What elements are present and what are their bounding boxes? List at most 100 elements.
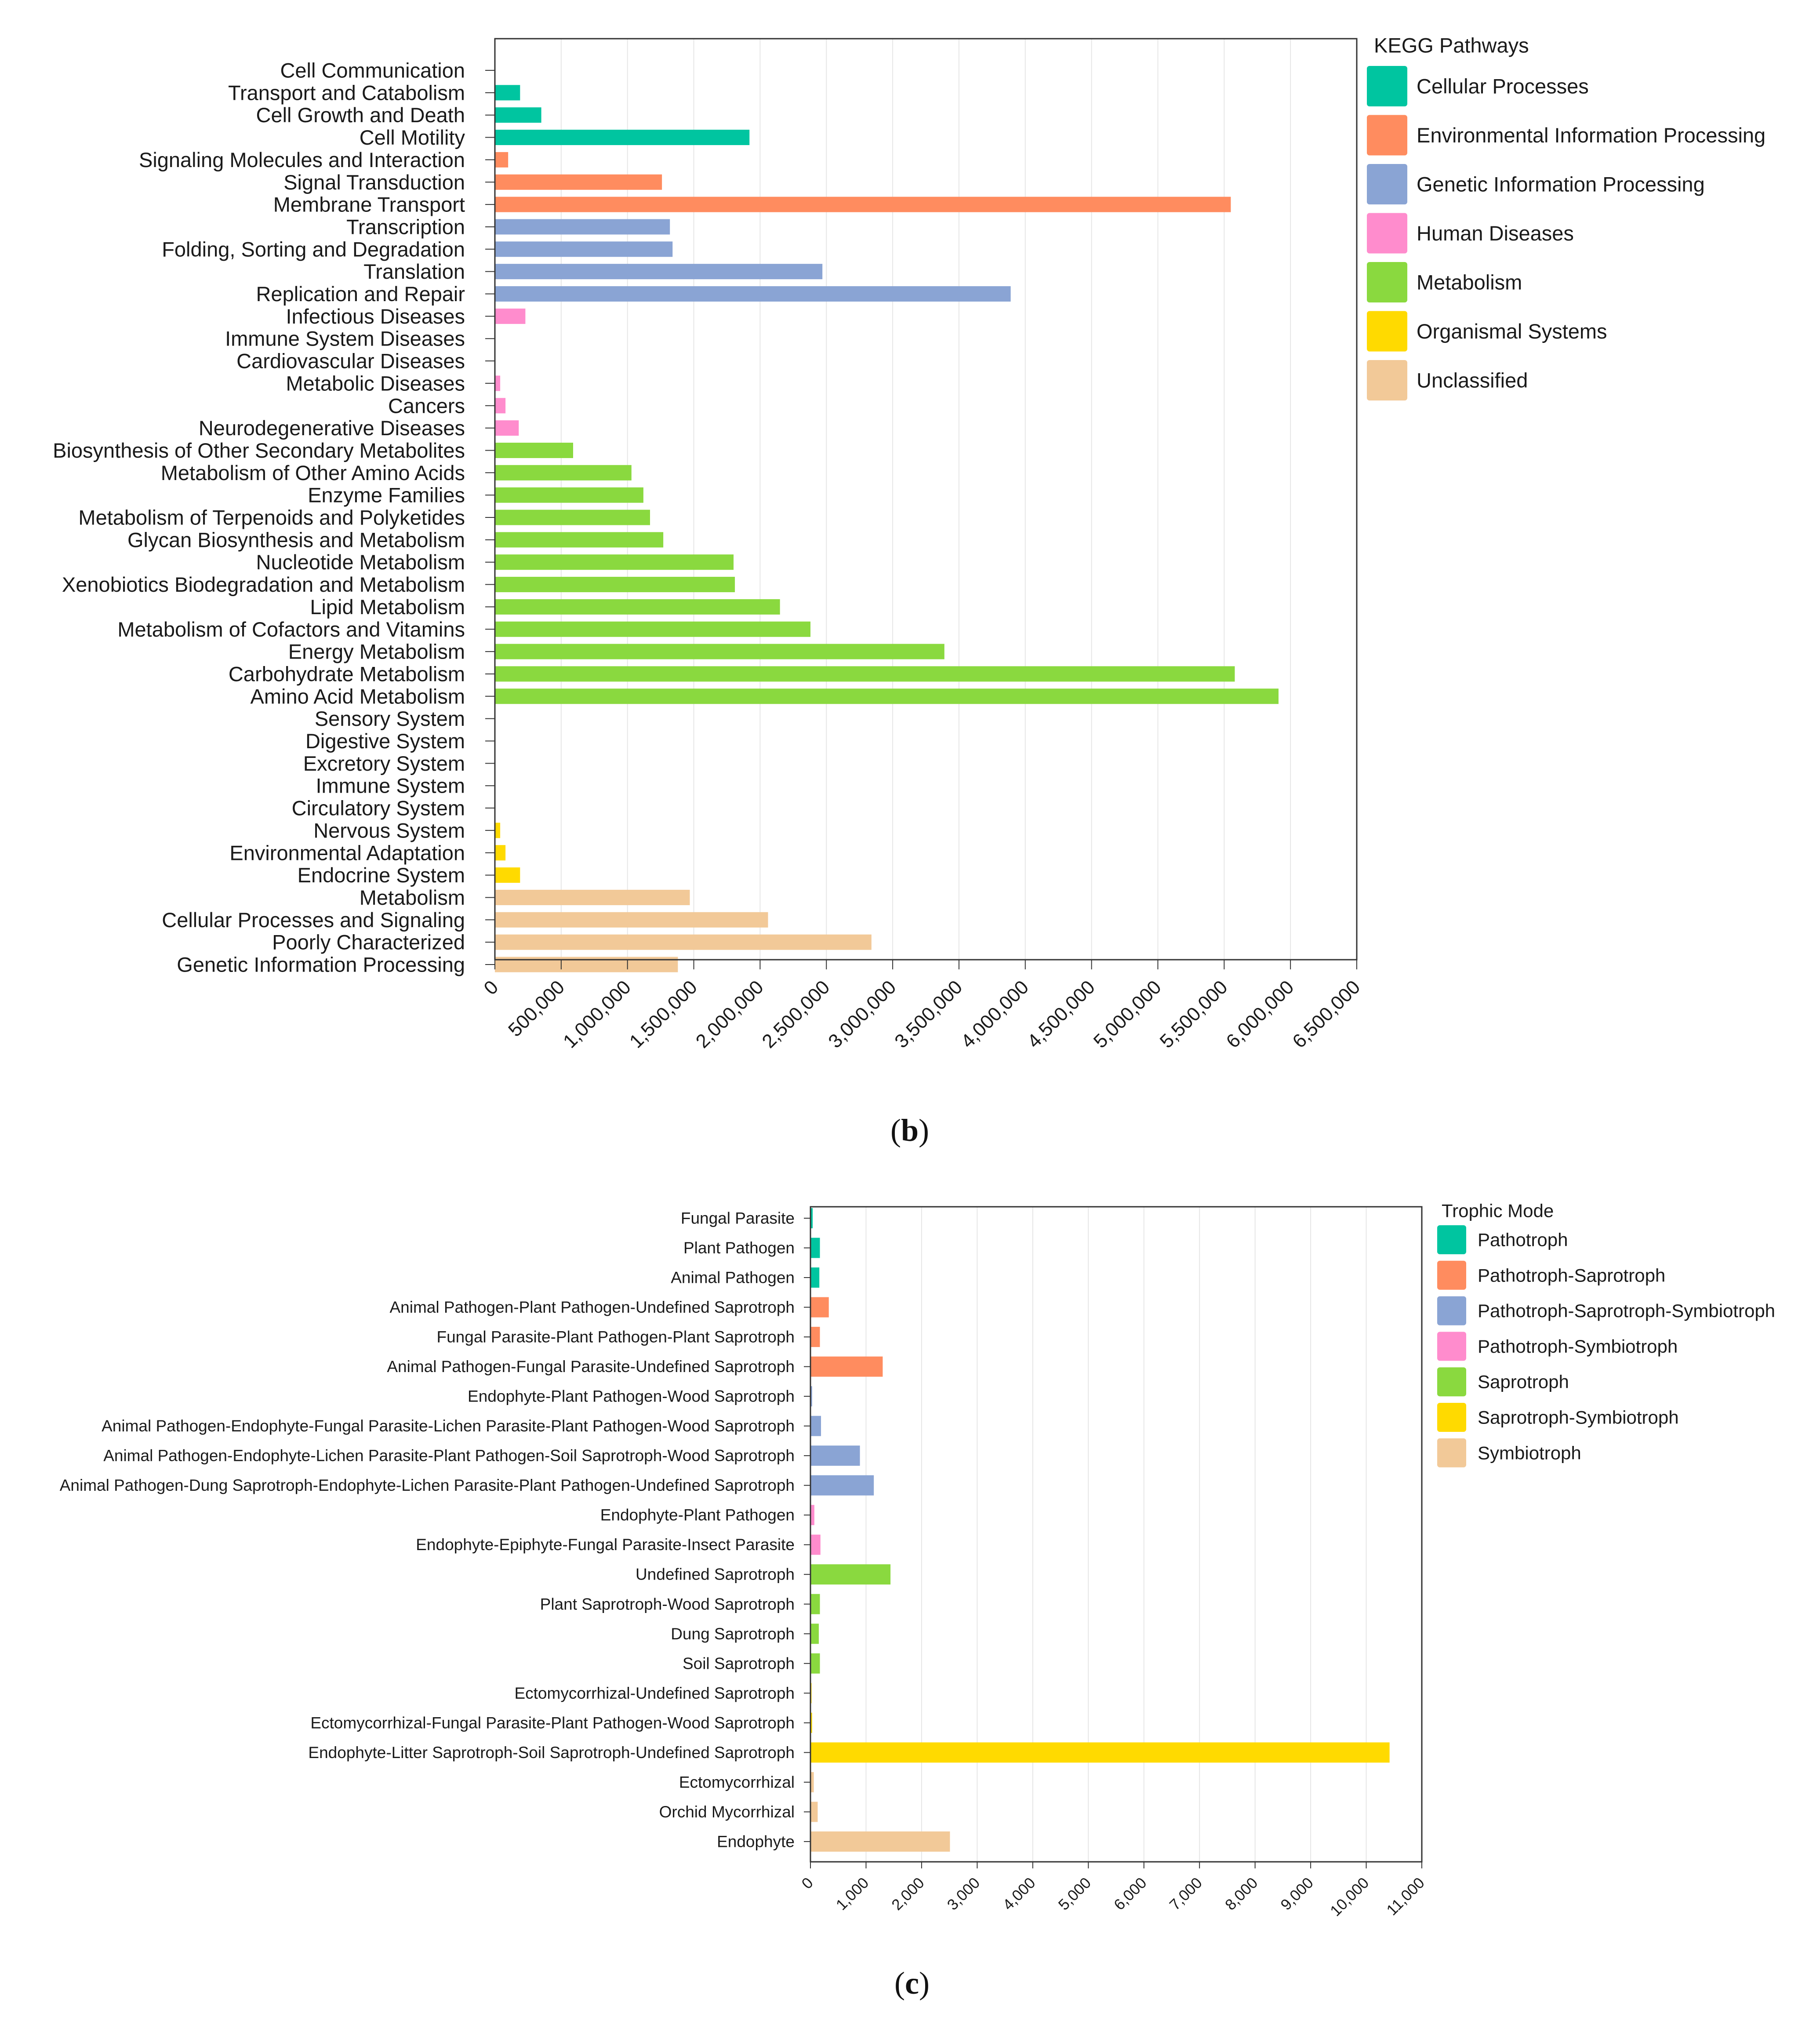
category-label: Amino Acid Metabolism <box>251 684 465 708</box>
legend-swatch <box>1367 262 1407 302</box>
category-label: Animal Pathogen <box>671 1269 795 1287</box>
category-label: Cell Growth and Death <box>256 103 465 127</box>
panel-caption: (c) <box>894 1966 930 2001</box>
legend-swatch <box>1437 1403 1466 1432</box>
bar <box>495 688 1279 704</box>
category-label: Digestive System <box>305 729 465 753</box>
category-label: Lipid Metabolism <box>310 595 465 619</box>
bar <box>810 1772 814 1792</box>
bar <box>495 644 945 659</box>
bar <box>810 1238 820 1258</box>
bar <box>495 599 780 615</box>
bar <box>810 1297 829 1318</box>
caption-letter: b <box>901 1113 919 1148</box>
bar <box>810 1327 820 1347</box>
plot-frame <box>810 1206 1423 1863</box>
category-label: Nucleotide Metabolism <box>256 550 465 574</box>
bar <box>810 1712 812 1733</box>
bar <box>495 554 734 570</box>
bar <box>495 889 690 905</box>
category-label: Translation <box>363 260 465 283</box>
bar <box>495 398 506 414</box>
bar <box>810 1534 821 1555</box>
category-label: Metabolic Diseases <box>286 371 465 395</box>
category-label: Nervous System <box>313 819 465 842</box>
category-label: Ectomycorrhizal-Fungal Parasite-Plant Pa… <box>310 1714 795 1732</box>
legend-label: Pathotroph <box>1478 1230 1568 1250</box>
legend-swatch <box>1437 1438 1466 1467</box>
legend-swatch <box>1367 360 1407 400</box>
category-label: Cardiovascular Diseases <box>236 350 465 373</box>
legend-label: Human Diseases <box>1417 222 1574 245</box>
category-label: Soil Saprotroph <box>683 1654 795 1672</box>
category-label: Endophyte-Litter Saprotroph-Soil Saprotr… <box>308 1744 795 1762</box>
category-label: Transcription <box>346 215 465 238</box>
bar <box>495 867 520 883</box>
category-label: Neurodegenerative Diseases <box>199 416 465 440</box>
bar <box>495 197 1231 212</box>
legend-swatch <box>1437 1367 1466 1397</box>
category-label: Carbohydrate Metabolism <box>229 662 465 685</box>
bar <box>495 912 768 928</box>
category-label: Replication and Repair <box>256 282 465 306</box>
category-label: Orchid Mycorrhizal <box>659 1803 795 1821</box>
category-label: Environmental Adaptation <box>229 841 465 864</box>
legend-label: Pathotroph-Symbiotroph <box>1478 1336 1678 1357</box>
bar <box>495 375 501 391</box>
category-label: Xenobiotics Biodegradation and Metabolis… <box>62 573 465 596</box>
category-label: Cellular Processes and Signaling <box>162 908 465 932</box>
category-label: Enzyme Families <box>308 484 465 507</box>
panel-caption: (b) <box>890 1113 929 1148</box>
legend-swatch <box>1437 1296 1466 1325</box>
bar <box>495 532 664 548</box>
category-label: Animal Pathogen-Endophyte-Lichen Parasit… <box>103 1447 795 1465</box>
category-label: Endophyte-Epiphyte-Fungal Parasite-Insec… <box>416 1536 795 1554</box>
bar <box>495 621 811 637</box>
category-label: Cell Communication <box>280 59 465 82</box>
caption-paren-open: ( <box>890 1113 901 1148</box>
category-label: Signaling Molecules and Interaction <box>139 148 465 171</box>
bar <box>810 1356 883 1377</box>
legend-label: Pathotroph-Saprotroph <box>1478 1265 1665 1285</box>
category-label: Animal Pathogen-Endophyte-Fungal Parasit… <box>102 1417 795 1435</box>
category-label: Infectious Diseases <box>286 305 465 328</box>
bar <box>810 1416 821 1436</box>
legend-label: Organismal Systems <box>1417 320 1607 343</box>
bar <box>495 85 520 101</box>
bar <box>810 1386 812 1407</box>
bar <box>495 442 573 458</box>
category-label: Glycan Biosynthesis and Metabolism <box>127 528 465 551</box>
bar <box>810 1802 818 1822</box>
bar <box>495 934 872 950</box>
bar <box>495 308 526 324</box>
bar <box>495 286 1011 302</box>
plot-frame <box>494 38 1358 961</box>
bar <box>495 510 650 525</box>
bar <box>810 1653 820 1674</box>
legend-swatch <box>1437 1260 1466 1290</box>
bar <box>810 1267 820 1288</box>
category-label: Immune System Diseases <box>225 327 465 350</box>
caption-paren-close: ) <box>919 1113 929 1148</box>
bar <box>495 845 506 861</box>
bar <box>495 666 1235 682</box>
category-label: Circulatory System <box>292 797 465 820</box>
bar <box>810 1208 813 1228</box>
bar <box>495 577 735 593</box>
category-label: Endophyte-Plant Pathogen <box>600 1506 795 1524</box>
category-label: Fungal Parasite <box>681 1209 795 1227</box>
category-label: Poorly Characterized <box>272 931 465 954</box>
bar <box>810 1742 1390 1763</box>
legend-label: Pathotroph-Saprotroph-Symbiotroph <box>1478 1300 1775 1321</box>
legend-label: Saprotroph <box>1478 1372 1569 1392</box>
bar <box>495 107 541 123</box>
bar <box>810 1564 891 1585</box>
category-label: Plant Saprotroph-Wood Saprotroph <box>540 1595 795 1613</box>
legend-label: Cellular Processes <box>1417 75 1589 98</box>
legend-title: Trophic Mode <box>1442 1201 1554 1221</box>
category-label: Animal Pathogen-Plant Pathogen-Undefined… <box>389 1298 795 1316</box>
category-label: Metabolism of Terpenoids and Polyketides <box>78 506 465 529</box>
category-label: Animal Pathogen-Fungal Parasite-Undefine… <box>387 1358 795 1376</box>
